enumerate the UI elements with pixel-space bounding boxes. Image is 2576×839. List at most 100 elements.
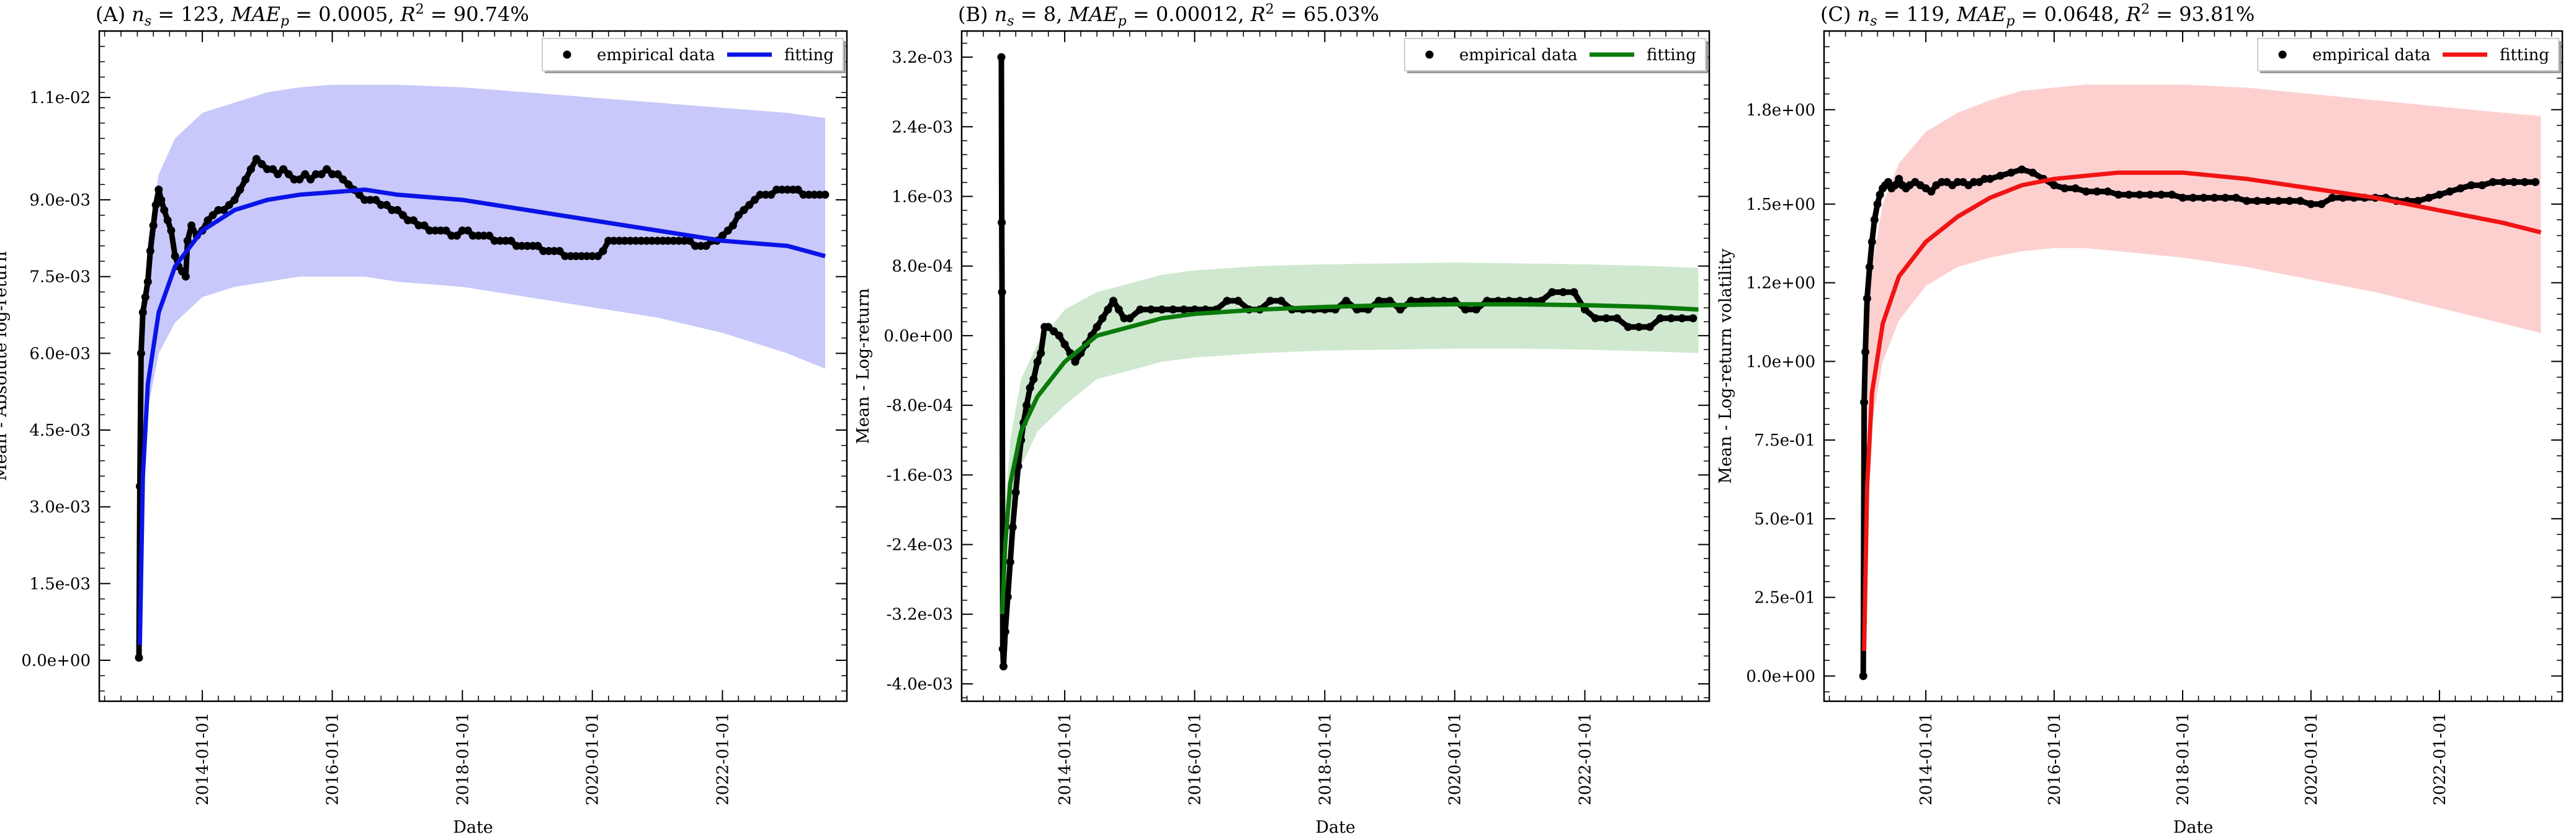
title-mae-subscript: p bbox=[280, 14, 289, 29]
legend: empirical data fitting bbox=[542, 38, 846, 73]
title-r2-superscript: 2 bbox=[2141, 2, 2150, 17]
title-ns-subscript: s bbox=[1007, 14, 1014, 29]
plot-frame bbox=[98, 30, 848, 702]
title-mae-subscript: p bbox=[1118, 14, 1127, 29]
y-tick-label: 2.4e-03 bbox=[892, 118, 953, 137]
chart-panel-a: 0.0e+00 1.5e-03 3.0e-03 4.5e-03 6.0e-03 7.5e-… bbox=[0, 2, 848, 837]
title-prefix: (B) bbox=[958, 2, 995, 26]
y-tick-label: -4.0e-03 bbox=[887, 675, 953, 694]
chart-panel-b: -4.0e-03 -3.2e-03 -2.4e-03 -1.6e-03 -8.0e-04… bbox=[854, 2, 1711, 837]
y-tick-label: 5.0e-01 bbox=[1754, 510, 1815, 529]
fit-line bbox=[1000, 302, 1699, 614]
fit-line bbox=[137, 187, 826, 645]
x-tick-label: 2022-01-01 bbox=[1576, 712, 1594, 805]
legend-label-empirical: empirical data bbox=[2312, 46, 2430, 65]
title-ns-subscript: s bbox=[1870, 14, 1877, 29]
legend-marker-empirical bbox=[1425, 50, 1434, 59]
x-axis-label: Date bbox=[1315, 818, 1356, 837]
legend-label-fitting: fitting bbox=[1647, 46, 1696, 65]
y-tick-label: 9.0e-03 bbox=[29, 191, 91, 210]
y-tick-label: 1.5e+00 bbox=[1746, 195, 1815, 214]
legend-label-fitting: fitting bbox=[784, 46, 834, 65]
plot-area bbox=[135, 84, 830, 662]
title-ns-subscript: s bbox=[145, 14, 151, 29]
y-tick-label: 4.5e-03 bbox=[29, 421, 91, 440]
x-tick-label: 2014-01-01 bbox=[1056, 712, 1075, 805]
x-axis-label: Date bbox=[2173, 818, 2214, 837]
title-ns-value: = 123, bbox=[151, 2, 231, 26]
legend-box bbox=[542, 38, 844, 71]
title-mae-symbol: MAE bbox=[1068, 2, 1117, 26]
legend-marker-empirical bbox=[2278, 50, 2287, 59]
x-tick-label: 2018-01-01 bbox=[454, 712, 472, 805]
title-ns-value: = 8, bbox=[1014, 2, 1069, 26]
y-tick-label: -8.0e-04 bbox=[887, 397, 953, 415]
y-tick-label: -2.4e-03 bbox=[887, 536, 953, 555]
x-tick-label: 2022-01-01 bbox=[713, 712, 732, 805]
plot-frame bbox=[1823, 30, 2564, 702]
title-mae-symbol: MAE bbox=[231, 2, 280, 26]
title-prefix: (A) bbox=[96, 2, 132, 26]
scatter-trace bbox=[136, 156, 828, 661]
y-tick-label: -1.6e-03 bbox=[887, 466, 953, 485]
y-tick-label: 7.5e-03 bbox=[29, 268, 91, 287]
plot-frame bbox=[960, 30, 1711, 702]
x-tick-label: 2020-01-01 bbox=[1446, 712, 1465, 805]
y-tick-label: 0.0e+00 bbox=[883, 327, 953, 346]
title-mae-value: = 0.0648, bbox=[2015, 2, 2126, 26]
y-axis-label: Mean - Absolute log-return bbox=[0, 251, 11, 481]
y-tick-label: 8.0e-04 bbox=[892, 258, 953, 276]
x-tick-label: 2014-01-01 bbox=[194, 712, 212, 805]
title-r2-value: = 90.74% bbox=[424, 2, 529, 26]
x-tick-label: 2016-01-01 bbox=[1186, 712, 1205, 805]
title-mae-symbol: MAE bbox=[1956, 2, 2006, 26]
fit-line bbox=[1862, 170, 2542, 651]
y-axis-label: Mean - Log-return volatility bbox=[1716, 248, 1735, 484]
x-axis-label: Date bbox=[453, 818, 493, 837]
title-ns-value: = 119, bbox=[1877, 2, 1957, 26]
x-tick-label: 2014-01-01 bbox=[1917, 712, 1936, 805]
y-tick-label: 1.8e+00 bbox=[1746, 101, 1815, 120]
x-tick-label: 2020-01-01 bbox=[584, 712, 602, 805]
title-r2-value: = 93.81% bbox=[2150, 2, 2255, 26]
title-mae-subscript: p bbox=[2006, 14, 2015, 29]
title-ns-symbol: n bbox=[1858, 2, 1871, 26]
chart-panel-c: 0.0e+00 2.5e-01 5.0e-01 7.5e-01 1.0e+00 1.2e+… bbox=[1716, 2, 2564, 837]
y-axis-label: Mean - Log-return bbox=[854, 288, 873, 444]
y-tick-label: 2.5e-01 bbox=[1754, 589, 1815, 608]
scatter-series bbox=[997, 53, 1697, 671]
legend: empirical data fitting bbox=[1404, 38, 1708, 73]
title-r2-symbol: R bbox=[2126, 2, 2141, 26]
y-tick-label: 3.2e-03 bbox=[892, 48, 953, 67]
title-prefix: (C) bbox=[1820, 2, 1858, 26]
title-ns-symbol: n bbox=[132, 2, 145, 26]
y-tick-label: 0.0e+00 bbox=[1746, 667, 1815, 686]
y-tick-label: -3.2e-03 bbox=[887, 606, 953, 624]
legend-label-empirical: empirical data bbox=[597, 46, 715, 65]
plot-area bbox=[997, 53, 1699, 671]
title-r2-symbol: R bbox=[1250, 2, 1266, 26]
y-tick-label: 3.0e-03 bbox=[29, 498, 91, 517]
x-tick-label: 2018-01-01 bbox=[1316, 712, 1335, 805]
x-tick-label: 2020-01-01 bbox=[2302, 712, 2321, 805]
y-tick-label: 1.2e+00 bbox=[1746, 274, 1815, 293]
x-tick-label: 2016-01-01 bbox=[324, 712, 342, 805]
y-tick-label: 1.0e+00 bbox=[1746, 352, 1815, 371]
y-tick-label: 7.5e-01 bbox=[1754, 431, 1815, 450]
y-tick-label: 1.5e-03 bbox=[29, 575, 91, 593]
confidence-band bbox=[1864, 84, 2541, 651]
confidence-band bbox=[1002, 262, 1699, 623]
title-r2-superscript: 2 bbox=[1266, 2, 1274, 17]
legend-marker-empirical bbox=[563, 50, 571, 59]
title-mae-value: = 0.00012, bbox=[1127, 2, 1251, 26]
title-r2-superscript: 2 bbox=[416, 2, 424, 17]
y-tick-label: 6.0e-03 bbox=[29, 344, 91, 363]
legend-label-fitting: fitting bbox=[2500, 46, 2549, 65]
legend: empirical data fitting bbox=[2257, 38, 2561, 73]
legend-box bbox=[2257, 38, 2559, 71]
x-tick-label: 2022-01-01 bbox=[2431, 712, 2449, 805]
title-mae-value: = 0.0005, bbox=[289, 2, 400, 26]
x-tick-label: 2018-01-01 bbox=[2174, 712, 2193, 805]
x-tick-label: 2016-01-01 bbox=[2046, 712, 2064, 805]
scatter-trace bbox=[998, 54, 1696, 670]
